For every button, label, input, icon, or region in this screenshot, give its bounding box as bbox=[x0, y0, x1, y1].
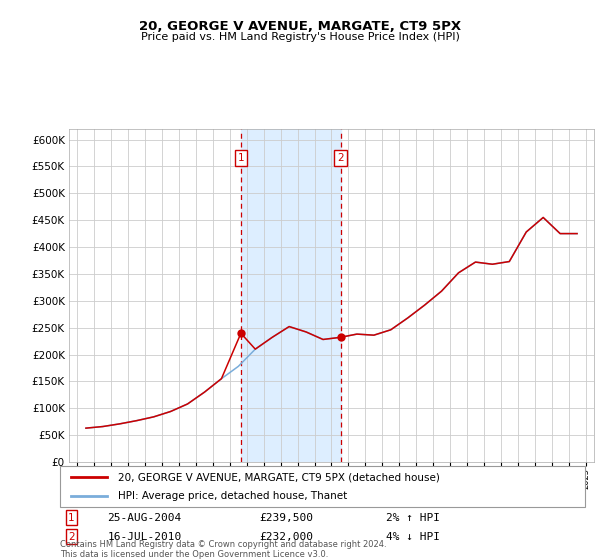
Text: 20, GEORGE V AVENUE, MARGATE, CT9 5PX (detached house): 20, GEORGE V AVENUE, MARGATE, CT9 5PX (d… bbox=[118, 473, 440, 482]
Text: 16-JUL-2010: 16-JUL-2010 bbox=[107, 531, 182, 542]
Bar bbox=[241, 129, 341, 462]
Text: 1: 1 bbox=[68, 513, 74, 523]
Text: 20, GEORGE V AVENUE, MARGATE, CT9 5PX: 20, GEORGE V AVENUE, MARGATE, CT9 5PX bbox=[139, 20, 461, 32]
Text: 2: 2 bbox=[68, 531, 74, 542]
FancyBboxPatch shape bbox=[60, 466, 585, 507]
Text: 25-AUG-2004: 25-AUG-2004 bbox=[107, 513, 182, 523]
Text: Contains HM Land Registry data © Crown copyright and database right 2024.
This d: Contains HM Land Registry data © Crown c… bbox=[60, 540, 386, 559]
Text: 2% ↑ HPI: 2% ↑ HPI bbox=[386, 513, 439, 523]
Text: 1: 1 bbox=[238, 153, 244, 164]
Text: 4% ↓ HPI: 4% ↓ HPI bbox=[386, 531, 439, 542]
Text: 2: 2 bbox=[337, 153, 344, 164]
Text: Price paid vs. HM Land Registry's House Price Index (HPI): Price paid vs. HM Land Registry's House … bbox=[140, 32, 460, 43]
Text: £232,000: £232,000 bbox=[260, 531, 314, 542]
Text: HPI: Average price, detached house, Thanet: HPI: Average price, detached house, Than… bbox=[118, 491, 347, 501]
Text: £239,500: £239,500 bbox=[260, 513, 314, 523]
